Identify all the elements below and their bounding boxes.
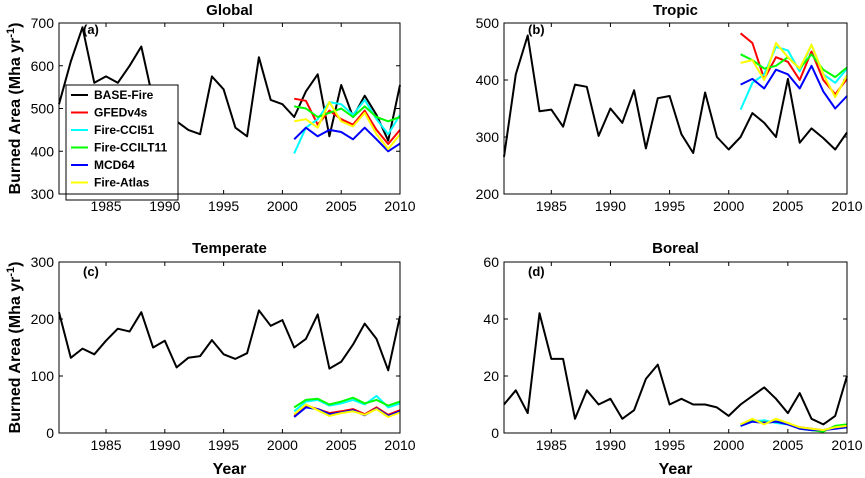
x-tick-label: 1985 bbox=[90, 437, 121, 453]
y-tick-label: 100 bbox=[31, 368, 55, 384]
axes-global: 1985 1990 1995 2000 2005 2010 300 400 500 600 700 bbox=[31, 15, 416, 214]
x-tick-label: 2010 bbox=[831, 437, 862, 453]
y-tick-label: 200 bbox=[31, 311, 55, 327]
legend-label-fire-cci51: Fire-CCI51 bbox=[94, 123, 154, 137]
y-tick-label: 60 bbox=[483, 254, 499, 270]
y-axis-label-temperate: Burned Area (Mha yr-1) bbox=[5, 262, 24, 434]
legend-label-fire-ccilt11: Fire-CCILT11 bbox=[94, 141, 167, 155]
series-tropic bbox=[503, 32, 848, 158]
y-axis-label-global: Burned Area (Mha yr-1) bbox=[5, 23, 24, 195]
x-tick-label: 1990 bbox=[149, 437, 180, 453]
series-global bbox=[58, 26, 401, 154]
series-line-base-fire bbox=[58, 26, 401, 142]
x-tick-label: 1985 bbox=[536, 198, 567, 214]
x-tick-label: 2010 bbox=[384, 198, 415, 214]
panel-title-tropic: Tropic bbox=[653, 2, 698, 19]
x-tick-label: 2005 bbox=[772, 198, 803, 214]
y-tick-label: 40 bbox=[483, 311, 499, 327]
y-tick-label: 0 bbox=[491, 425, 499, 441]
series-line-fire-atlas bbox=[294, 101, 401, 151]
y-tick-label: 0 bbox=[46, 425, 54, 441]
y-tick-label: 300 bbox=[31, 254, 55, 270]
plot-frame bbox=[503, 261, 848, 434]
legend-label-fire-atlas: Fire-Atlas bbox=[94, 176, 150, 190]
series-line-fire-atlas bbox=[740, 417, 848, 432]
x-tick-label: 1995 bbox=[208, 437, 239, 453]
series-line-mcd64 bbox=[293, 126, 401, 153]
legend-label-mcd64: MCD64 bbox=[94, 158, 135, 172]
y-tick-label: 700 bbox=[31, 15, 55, 31]
x-tick-label: 2010 bbox=[831, 198, 862, 214]
series-line-fire-ccilt11 bbox=[294, 105, 401, 123]
x-tick-label: 2000 bbox=[713, 198, 744, 214]
series-line-fire-ccilt11 bbox=[293, 396, 401, 409]
series-line-fire-atlas bbox=[740, 42, 848, 99]
plot-area-tropic bbox=[504, 23, 847, 194]
panel-tropic: Tropic (b) 1985 1990 1995 2000 2005 2010 200 30… bbox=[476, 2, 863, 214]
y-tick-label: 600 bbox=[31, 58, 55, 74]
x-tick-label: 2005 bbox=[326, 198, 357, 214]
series-line-fire-atlas bbox=[293, 403, 401, 418]
panel-title-boreal: Boreal bbox=[652, 240, 699, 257]
axes-boreal: 1985 1990 1995 2000 2005 2010 0 20 40 60 bbox=[483, 254, 862, 453]
series-line-mcd64 bbox=[740, 64, 848, 110]
plot-frame bbox=[503, 22, 848, 195]
series-line-base-fire bbox=[58, 309, 401, 372]
plot-area-boreal bbox=[504, 262, 847, 433]
plot-frame bbox=[58, 261, 401, 434]
x-tick-label: 2000 bbox=[267, 198, 298, 214]
x-tick-label: 1995 bbox=[654, 437, 685, 453]
series-boreal bbox=[503, 312, 848, 433]
x-tick-label: 2005 bbox=[326, 437, 357, 453]
plot-area-temperate bbox=[59, 262, 400, 433]
series-line-fire-cci51 bbox=[739, 43, 848, 111]
legend-global: BASE-Fire GFEDv4s Fire-CCI51 Fire-CCILT11 MC… bbox=[65, 84, 179, 201]
series-temperate bbox=[58, 309, 401, 418]
series-line-base-fire bbox=[503, 312, 848, 426]
x-axis-label-boreal: Year bbox=[659, 461, 693, 478]
y-axis-label-superscript: -1 bbox=[5, 267, 17, 277]
panel-label-b: (b) bbox=[528, 22, 545, 37]
panel-global: Global (a) Burned Area (Mha yr-1) 1985 19… bbox=[5, 2, 416, 214]
y-tick-label: 300 bbox=[476, 129, 500, 145]
y-tick-label: 500 bbox=[476, 15, 500, 31]
panel-title-global: Global bbox=[206, 2, 253, 19]
panel-label-a: (a) bbox=[83, 22, 99, 37]
x-tick-label: 1985 bbox=[90, 198, 121, 214]
x-tick-label: 2000 bbox=[713, 437, 744, 453]
x-axis-label-temperate: Year bbox=[213, 461, 247, 478]
x-tick-label: 1990 bbox=[595, 437, 626, 453]
x-tick-label: 1990 bbox=[595, 198, 626, 214]
y-tick-label: 300 bbox=[31, 186, 55, 202]
panel-boreal: Boreal (d) Year 1985 1990 1995 2000 2005 2010… bbox=[483, 240, 862, 478]
y-axis-label-close: ) bbox=[7, 262, 24, 267]
series-line-base-fire bbox=[503, 34, 848, 158]
y-axis-label-superscript: -1 bbox=[5, 28, 17, 38]
legend-label-base-fire: BASE-Fire bbox=[94, 88, 154, 102]
y-axis-label-text: Burned Area (Mha yr bbox=[7, 277, 24, 434]
y-tick-label: 500 bbox=[31, 101, 55, 117]
x-tick-label: 1995 bbox=[654, 198, 685, 214]
panel-label-d: (d) bbox=[528, 264, 545, 279]
panel-label-c: (c) bbox=[83, 264, 99, 279]
panel-temperate: Temperate (c) Burned Area (Mha yr-1) Yea… bbox=[5, 240, 416, 478]
x-tick-label: 2005 bbox=[772, 437, 803, 453]
x-tick-label: 2010 bbox=[384, 437, 415, 453]
x-tick-label: 1985 bbox=[536, 437, 567, 453]
y-tick-label: 400 bbox=[476, 72, 500, 88]
y-axis-label-text: Burned Area (Mha yr bbox=[7, 38, 24, 195]
y-tick-label: 400 bbox=[31, 143, 55, 159]
y-tick-label: 200 bbox=[476, 186, 500, 202]
axes-tropic: 1985 1990 1995 2000 2005 2010 200 300 400 500 bbox=[476, 15, 863, 214]
panel-title-temperate: Temperate bbox=[192, 240, 267, 257]
x-tick-label: 2000 bbox=[267, 437, 298, 453]
legend-label-gfedv4s: GFEDv4s bbox=[94, 106, 148, 120]
y-axis-label-close: ) bbox=[7, 23, 24, 28]
plot-frame bbox=[58, 22, 401, 195]
y-tick-label: 20 bbox=[483, 368, 499, 384]
legend-box bbox=[65, 84, 179, 201]
x-tick-label: 1990 bbox=[149, 198, 180, 214]
x-tick-label: 1995 bbox=[208, 198, 239, 214]
